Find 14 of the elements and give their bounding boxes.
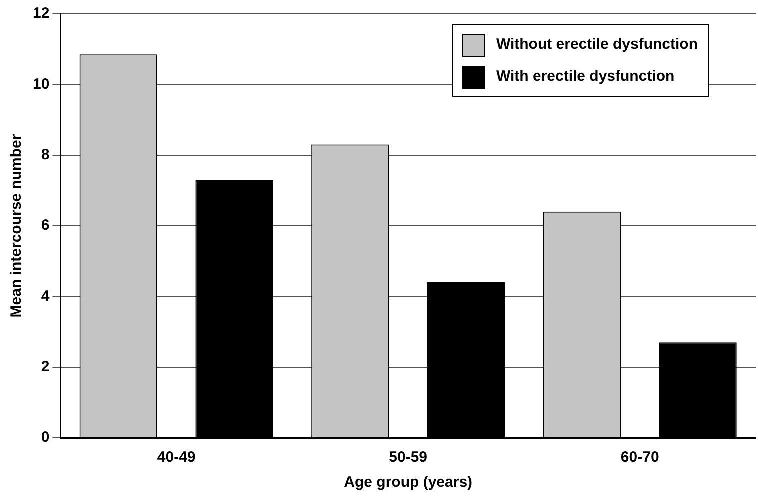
x-tick-label: 50-59 [389, 449, 428, 466]
x-axis-title: Age group (years) [344, 474, 473, 492]
y-tick-label: 4 [41, 288, 50, 305]
y-tick-label: 10 [32, 76, 50, 93]
y-tick-label: 8 [41, 146, 50, 164]
y-tick-label: 12 [32, 5, 50, 22]
x-tick-label: 60-70 [620, 449, 660, 466]
y-tick-label: 0 [41, 429, 50, 446]
x-tick-label: 40-49 [157, 449, 196, 466]
y-tick-label: 6 [41, 217, 50, 234]
legend-label: Without erectile dysfunction [496, 36, 698, 54]
legend-label: With erectile dysfunction [496, 68, 675, 86]
y-tick-label: 2 [41, 358, 50, 376]
y-axis-title: Mean intercourse number [8, 134, 26, 318]
